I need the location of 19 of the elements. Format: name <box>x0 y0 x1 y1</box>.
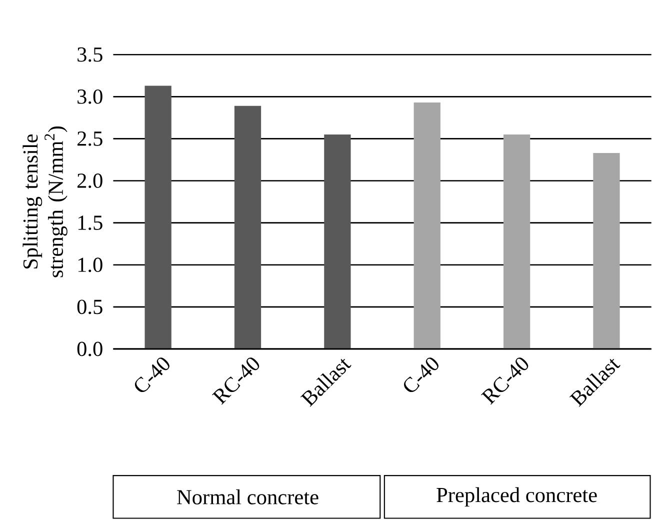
bar <box>144 86 172 349</box>
bar <box>414 102 440 349</box>
y-tick-label: 3.5 <box>78 47 102 62</box>
y-tick-label: 0.0 <box>77 342 102 356</box>
y-tick-label: 1.0 <box>78 258 102 272</box>
bar <box>503 134 530 349</box>
y-tick-label: 0.5 <box>77 300 102 314</box>
y-axis-title: Splitting tensile strength (N/mm$^{2}$) <box>22 126 68 278</box>
y-tick-label: 2.5 <box>77 131 102 146</box>
y-tick-label: 1.5 <box>78 216 102 230</box>
x-tick-label: C-40 <box>404 358 438 392</box>
y-tick-label: 2.0 <box>77 173 102 188</box>
y-tick-label: 3.0 <box>78 89 102 104</box>
bar <box>593 152 620 349</box>
bar <box>234 106 262 349</box>
text: Preplaced concrete <box>436 487 597 506</box>
x-tick-label: C-40 <box>134 358 170 392</box>
text: Normal concrete <box>177 489 318 504</box>
bar <box>324 134 351 349</box>
